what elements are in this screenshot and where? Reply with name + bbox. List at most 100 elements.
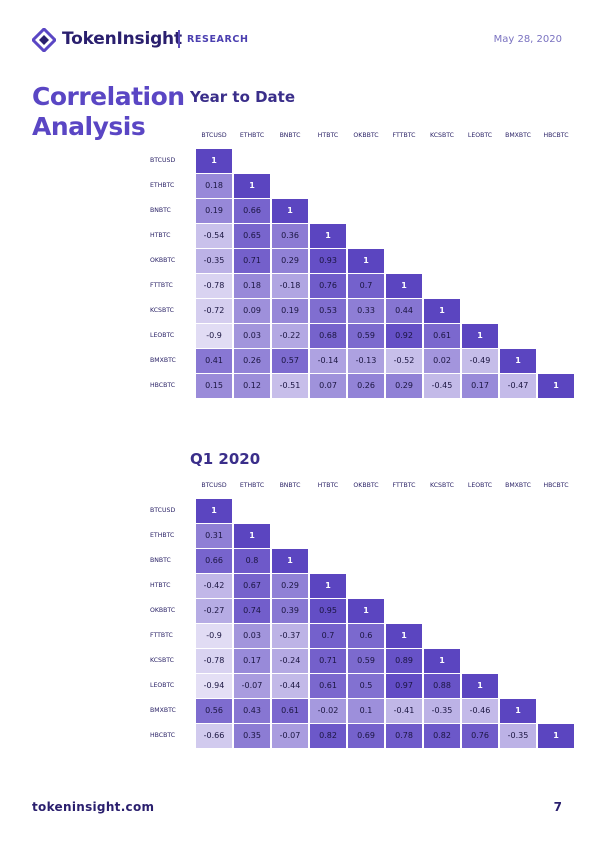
heatmap-cell: 0.68 xyxy=(309,323,347,349)
brand-section: RESEARCH xyxy=(187,34,249,45)
heatmap-cell: 0.19 xyxy=(195,198,233,224)
heatmap-cell: -0.13 xyxy=(347,348,385,374)
heatmap-cell: 0.09 xyxy=(233,298,271,324)
heatmap-cell: 1 xyxy=(347,248,385,274)
page-number: 7 xyxy=(553,800,562,814)
heatmap-cell: -0.94 xyxy=(195,673,233,699)
correlation-matrix-ytd: BTCUSD ETHBTC BNBTC HTBTC OKBBTC FTTBTC KCSBTC… xyxy=(150,132,575,402)
column-label: BMXBTC xyxy=(505,482,531,489)
heatmap-cell: 0.82 xyxy=(423,723,461,749)
heatmap-cell: 1 xyxy=(461,323,499,349)
column-label: BTCUSD xyxy=(201,482,227,489)
heatmap-cell: 0.74 xyxy=(233,598,271,624)
heatmap-cell: -0.07 xyxy=(271,723,309,749)
brand-divider xyxy=(178,30,180,48)
heatmap-cell: 0.31 xyxy=(195,523,233,549)
heatmap-cell: -0.35 xyxy=(423,698,461,724)
heatmap-cell: 1 xyxy=(233,173,271,199)
column-label: KCSBTC xyxy=(430,132,454,139)
tokeninsight-logo-icon xyxy=(32,28,56,52)
column-label: BMXBTC xyxy=(505,132,531,139)
heatmap-cell: 0.76 xyxy=(461,723,499,749)
heatmap-cell: 0.36 xyxy=(271,223,309,249)
heatmap-cell: -0.49 xyxy=(461,348,499,374)
column-label: LEOBTC xyxy=(467,132,493,139)
column-label: OKBBTC xyxy=(353,482,379,489)
row-label: LEOBTC xyxy=(150,332,175,339)
heatmap-cell: 0.41 xyxy=(195,348,233,374)
heatmap-cell: 0.7 xyxy=(309,623,347,649)
heatmap-cell: 0.33 xyxy=(347,298,385,324)
heatmap-cell: 0.56 xyxy=(195,698,233,724)
column-label: ETHBTC xyxy=(239,482,265,489)
heatmap-cell: 0.66 xyxy=(195,548,233,574)
heatmap-cell: 0.59 xyxy=(347,323,385,349)
heatmap-cell: 0.02 xyxy=(423,348,461,374)
row-label: BTCUSD xyxy=(150,157,176,164)
heatmap-cell: 0.18 xyxy=(195,173,233,199)
heatmap-cell: 0.95 xyxy=(309,598,347,624)
chart-title-ytd: Year to Date xyxy=(190,88,296,106)
heatmap-cell: 0.66 xyxy=(233,198,271,224)
heatmap-cell: 1 xyxy=(423,298,461,324)
heatmap-cell: 0.82 xyxy=(309,723,347,749)
heatmap-cell: -0.78 xyxy=(195,273,233,299)
page-title-line2: Analysis xyxy=(32,112,146,141)
row-label: BTCUSD xyxy=(150,507,176,514)
footer-url: tokeninsight.com xyxy=(32,800,155,814)
row-label: BNBTC xyxy=(150,557,171,564)
heatmap-cell: 0.29 xyxy=(385,373,423,399)
column-label: OKBBTC xyxy=(353,132,379,139)
heatmap-cell: 1 xyxy=(309,573,347,599)
heatmap-cell: 0.29 xyxy=(271,248,309,274)
heatmap-cell: 1 xyxy=(271,198,309,224)
column-label: HTBTC xyxy=(317,482,339,489)
heatmap-cell: -0.46 xyxy=(461,698,499,724)
heatmap-cell: 0.61 xyxy=(309,673,347,699)
heatmap-cell: 1 xyxy=(537,373,575,399)
heatmap-cell: 0.15 xyxy=(195,373,233,399)
heatmap-cell: 0.53 xyxy=(309,298,347,324)
heatmap-cell: -0.41 xyxy=(385,698,423,724)
row-label: KCSBTC xyxy=(150,657,174,664)
heatmap-cell: -0.44 xyxy=(271,673,309,699)
heatmap-cell: 1 xyxy=(461,673,499,699)
row-label: OKBBTC xyxy=(150,607,176,614)
column-label: ETHBTC xyxy=(239,132,265,139)
heatmap-cell: 1 xyxy=(347,598,385,624)
heatmap-cell: -0.45 xyxy=(423,373,461,399)
heatmap-cell: 0.1 xyxy=(347,698,385,724)
heatmap-cell: 1 xyxy=(385,623,423,649)
row-label: HBCBTC xyxy=(150,382,176,389)
heatmap-cell: -0.42 xyxy=(195,573,233,599)
heatmap-cell: 1 xyxy=(385,273,423,299)
row-label: HTBTC xyxy=(150,582,171,589)
heatmap-cell: -0.24 xyxy=(271,648,309,674)
heatmap-cell: 1 xyxy=(195,148,233,174)
heatmap-cell: 0.43 xyxy=(233,698,271,724)
heatmap-cell: 0.12 xyxy=(233,373,271,399)
heatmap-cell: 1 xyxy=(195,498,233,524)
heatmap-cell: 0.59 xyxy=(347,648,385,674)
heatmap-cell: -0.07 xyxy=(233,673,271,699)
row-label: BMXBTC xyxy=(150,357,176,364)
heatmap-cell: 0.03 xyxy=(233,623,271,649)
row-label: HTBTC xyxy=(150,232,171,239)
heatmap-cell: -0.14 xyxy=(309,348,347,374)
heatmap-cell: 0.5 xyxy=(347,673,385,699)
report-date: May 28, 2020 xyxy=(493,34,562,45)
heatmap-cell: -0.27 xyxy=(195,598,233,624)
heatmap-cell: -0.18 xyxy=(271,273,309,299)
row-label: OKBBTC xyxy=(150,257,176,264)
heatmap-cell: 0.26 xyxy=(233,348,271,374)
heatmap-cell: -0.78 xyxy=(195,648,233,674)
heatmap-cell: 1 xyxy=(271,548,309,574)
heatmap-cell: 0.44 xyxy=(385,298,423,324)
heatmap-cell: 0.69 xyxy=(347,723,385,749)
heatmap-cell: 0.93 xyxy=(309,248,347,274)
heatmap-cell: 0.8 xyxy=(233,548,271,574)
heatmap-cell: -0.35 xyxy=(195,248,233,274)
heatmap-cell: 0.57 xyxy=(271,348,309,374)
heatmap-cell: 0.97 xyxy=(385,673,423,699)
heatmap-cell: 0.35 xyxy=(233,723,271,749)
